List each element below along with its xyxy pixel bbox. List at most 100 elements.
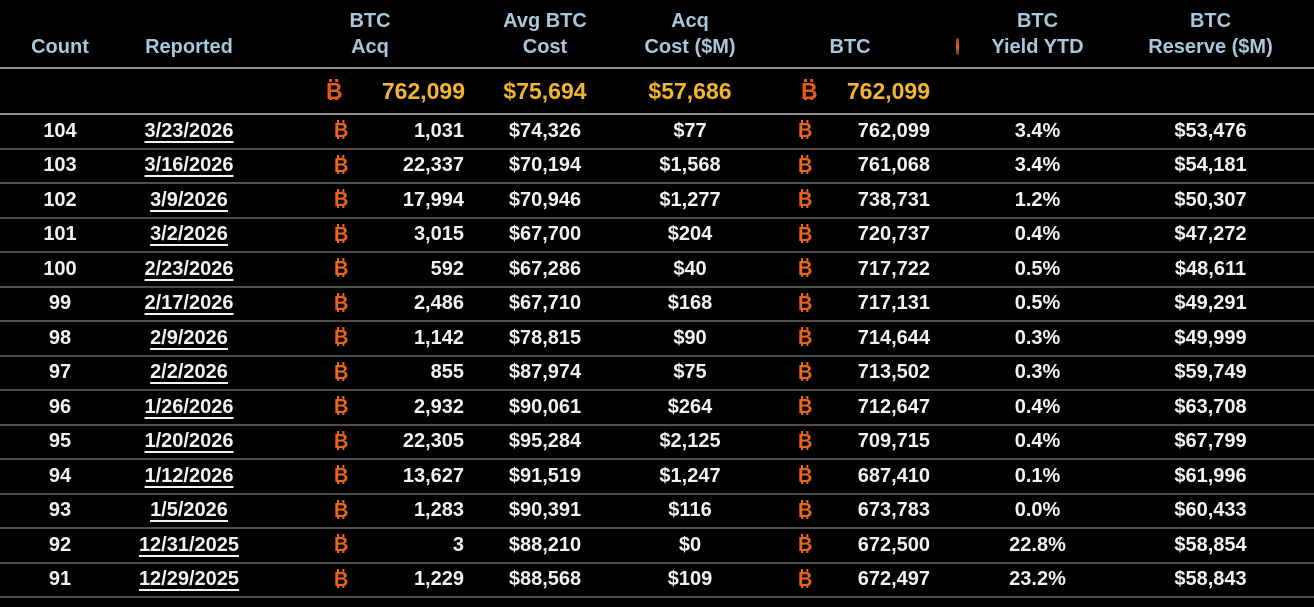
- btc-icon: B: [798, 154, 813, 177]
- reported-date-link[interactable]: 3/23/2026: [144, 119, 234, 142]
- btc-acq-value: 592: [430, 257, 464, 280]
- btc-acq-value: 1,229: [413, 568, 464, 591]
- summary-btc-acq-value: 762,099: [381, 77, 465, 104]
- btc-icon: B: [798, 120, 813, 143]
- btc-cell: B 720,737: [760, 217, 940, 253]
- btc-acq-value: 2,486: [413, 292, 464, 315]
- btc-icon: B: [798, 361, 813, 384]
- btc-icon: B: [334, 534, 349, 557]
- acq-cost-cell: $77: [620, 114, 760, 150]
- acq-cost-cell: $1,277: [620, 183, 760, 219]
- table-row: 93 1/5/2026 B 1,283 $90,391 $116 B 673,7…: [0, 493, 1314, 529]
- table-row: 103 3/16/2026 B 22,337 $70,194 $1,568 B …: [0, 148, 1314, 184]
- acq-cost-cell: $75: [620, 355, 760, 391]
- avg-btc-cost-cell: $67,710: [470, 286, 620, 322]
- btc-icon: B: [334, 465, 349, 488]
- avg-btc-cost-cell: $88,210: [470, 528, 620, 564]
- btc-icon: B: [798, 189, 813, 212]
- acq-cost-cell: $0: [620, 528, 760, 564]
- table-header-row: Count Reported BTC Acq Avg BTC Cost Acq Cos…: [0, 0, 1314, 69]
- col-header-reported: Reported: [120, 0, 270, 69]
- btc-cell: B 717,131: [760, 286, 940, 322]
- btc-icon: B: [798, 327, 813, 350]
- table-row: 101 3/2/2026 B 3,015 $67,700 $204 B 720,…: [0, 217, 1314, 253]
- btc-reserve-cell: $49,999: [1135, 321, 1314, 357]
- btc-yield-cell: 0.3%: [940, 355, 1135, 391]
- reported-date-link[interactable]: 2/2/2026: [150, 361, 228, 384]
- reported-date-link[interactable]: 12/31/2025: [138, 533, 240, 556]
- btc-yield-cell: 3.4%: [940, 114, 1135, 150]
- btc-acq-cell: B 2,486: [270, 286, 470, 322]
- col-header-btc-acq: BTC Acq: [270, 0, 470, 69]
- avg-btc-cost-cell: $70,194: [470, 148, 620, 184]
- summary-btc-value: 762,099: [846, 77, 930, 104]
- btc-yield-cell: 0.5%: [940, 252, 1135, 288]
- stray-orange-glyph-fragment: [956, 38, 959, 55]
- count-cell: 100: [0, 252, 120, 288]
- btc-acq-value: 3: [452, 533, 464, 556]
- reported-date-link[interactable]: 1/12/2026: [144, 464, 234, 487]
- btc-reserve-cell: $59,749: [1135, 355, 1314, 391]
- reported-date-link[interactable]: 1/5/2026: [150, 499, 228, 522]
- btc-reserve-cell: $58,843: [1135, 562, 1314, 598]
- reported-cell: 3/23/2026: [120, 114, 270, 150]
- btc-yield-cell: 0.1%: [940, 459, 1135, 495]
- reported-date-link[interactable]: 2/9/2026: [150, 326, 228, 349]
- btc-cell: B 673,783: [760, 493, 940, 529]
- acq-cost-cell: $264: [620, 390, 760, 426]
- btc-cell: B 687,410: [760, 459, 940, 495]
- reported-date-link[interactable]: 1/20/2026: [144, 430, 234, 453]
- btc-reserve-cell: $54,181: [1135, 148, 1314, 184]
- acq-cost-cell: $2,125: [620, 424, 760, 460]
- reported-date-link[interactable]: 12/29/2025: [138, 568, 240, 591]
- btc-acq-cell: B 3: [270, 528, 470, 564]
- btc-icon: B: [798, 465, 813, 488]
- btc-yield-cell: 0.4%: [940, 217, 1135, 253]
- reported-date-link[interactable]: 2/17/2026: [144, 292, 234, 315]
- reported-date-link[interactable]: 2/23/2026: [144, 257, 234, 280]
- reported-date-link[interactable]: 1/26/2026: [144, 395, 234, 418]
- btc-cell: B 672,497: [760, 562, 940, 598]
- reported-date-link[interactable]: 3/2/2026: [150, 223, 228, 246]
- acq-cost-cell: $204: [620, 217, 760, 253]
- btc-value: 672,497: [857, 568, 930, 591]
- table-row: 104 3/23/2026 B 1,031 $74,326 $77 B 762,…: [0, 114, 1314, 150]
- reported-date-link[interactable]: 3/9/2026: [150, 188, 228, 211]
- count-cell: 98: [0, 321, 120, 357]
- avg-btc-cost-cell: $78,815: [470, 321, 620, 357]
- avg-btc-cost-cell: $67,700: [470, 217, 620, 253]
- btc-reserve-cell: $48,611: [1135, 252, 1314, 288]
- totals-summary-row: B 762,099 $75,694 $57,686 B 762,099: [0, 68, 1314, 115]
- btc-cell: B 761,068: [760, 148, 940, 184]
- table-row: 94 1/12/2026 B 13,627 $91,519 $1,247 B 6…: [0, 459, 1314, 495]
- table-row: 97 2/2/2026 B 855 $87,974 $75 B 713,502 …: [0, 355, 1314, 391]
- avg-btc-cost-cell: $88,568: [470, 562, 620, 598]
- btc-icon: B: [326, 77, 343, 104]
- btc-yield-cell: 0.4%: [940, 390, 1135, 426]
- reported-cell: 12/29/2025: [120, 562, 270, 598]
- col-header-btc-yield-ytd: BTC Yield YTD: [940, 0, 1135, 69]
- btc-icon: B: [798, 292, 813, 315]
- reported-cell: 3/2/2026: [120, 217, 270, 253]
- btc-acq-value: 1,142: [413, 326, 464, 349]
- summary-btc-cell: B 762,099: [760, 68, 940, 115]
- reported-cell: 3/16/2026: [120, 148, 270, 184]
- btc-cell: B 738,731: [760, 183, 940, 219]
- col-header-avg-btc-cost: Avg BTC Cost: [470, 0, 620, 69]
- avg-btc-cost-cell: $70,946: [470, 183, 620, 219]
- btc-value: 709,715: [857, 430, 930, 453]
- btc-value: 717,722: [857, 257, 930, 280]
- btc-icon: B: [334, 258, 349, 281]
- btc-icon: B: [334, 430, 349, 453]
- btc-yield-cell: 23.2%: [940, 562, 1135, 598]
- reported-cell: 1/12/2026: [120, 459, 270, 495]
- btc-cell: B 709,715: [760, 424, 940, 460]
- summary-reported-cell: [120, 68, 270, 115]
- acq-cost-cell: $1,568: [620, 148, 760, 184]
- btc-acq-cell: B 13,627: [270, 459, 470, 495]
- reported-cell: 3/9/2026: [120, 183, 270, 219]
- btc-icon: B: [334, 568, 349, 591]
- reported-date-link[interactable]: 3/16/2026: [144, 154, 234, 177]
